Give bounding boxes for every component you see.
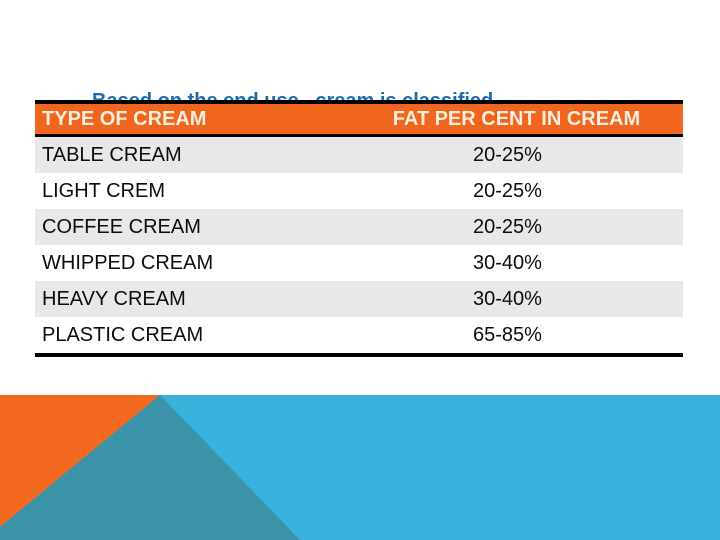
table-row: HEAVY CREAM 30-40% — [35, 281, 683, 317]
header-type-of-cream: TYPE OF CREAM — [42, 107, 207, 130]
cream-type-cell: COFFEE CREAM — [42, 215, 201, 238]
header-fat-per-cent: FAT PER CENT IN CREAM — [392, 107, 641, 130]
table-row: COFFEE CREAM 20-25% — [35, 209, 683, 245]
cream-type-cell: TABLE CREAM — [42, 143, 182, 166]
cream-classification-table: TYPE OF CREAM FAT PER CENT IN CREAM TABL… — [35, 100, 683, 357]
fat-percent-cell: 30-40% — [472, 287, 542, 310]
table-header-row: TYPE OF CREAM FAT PER CENT IN CREAM — [35, 104, 683, 137]
fat-percent-cell: 20-25% — [472, 215, 542, 238]
fat-percent-cell: 65-85% — [472, 323, 542, 346]
table-row: WHIPPED CREAM 30-40% — [35, 245, 683, 281]
table-row: TABLE CREAM 20-25% — [35, 137, 683, 173]
table-row: LIGHT CREM 20-25% — [35, 173, 683, 209]
teal-triangle — [0, 395, 300, 540]
fat-percent-cell: 20-25% — [472, 179, 542, 202]
cream-type-cell: WHIPPED CREAM — [42, 251, 214, 274]
cream-type-cell: HEAVY CREAM — [42, 287, 186, 310]
fat-percent-cell: 20-25% — [472, 143, 542, 166]
fat-percent-cell: 30-40% — [472, 251, 542, 274]
cream-type-cell: PLASTIC CREAM — [42, 323, 204, 346]
cream-type-cell: LIGHT CREM — [42, 179, 165, 202]
table-row: PLASTIC CREAM 65-85% — [35, 317, 683, 353]
decorative-corner-graphic — [0, 395, 720, 540]
